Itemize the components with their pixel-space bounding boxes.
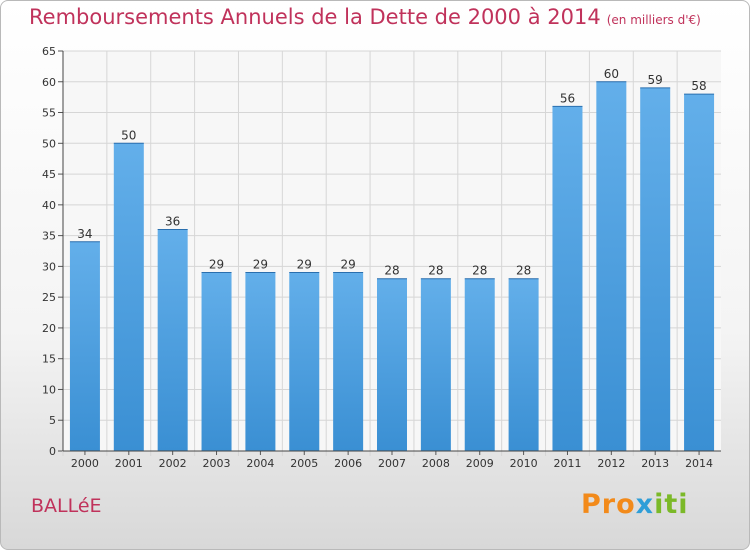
y-tick-label: 5 bbox=[49, 414, 56, 427]
x-tick-label: 2000 bbox=[71, 457, 99, 470]
y-tick-label: 20 bbox=[42, 322, 56, 335]
x-tick-label: 2010 bbox=[510, 457, 538, 470]
bar bbox=[69, 241, 100, 451]
data-label: 60 bbox=[604, 67, 619, 81]
chart-title: Remboursements Annuels de la Dette de 20… bbox=[29, 5, 701, 29]
data-label: 29 bbox=[209, 258, 224, 272]
data-label: 29 bbox=[297, 258, 312, 272]
logo-part-2: x bbox=[635, 489, 655, 520]
x-tick-label: 2003 bbox=[203, 457, 231, 470]
bar bbox=[289, 272, 320, 451]
y-tick-label: 65 bbox=[42, 45, 56, 58]
data-label: 28 bbox=[384, 264, 399, 278]
data-label: 29 bbox=[340, 258, 355, 272]
bar bbox=[420, 278, 451, 451]
x-tick-label: 2002 bbox=[159, 457, 187, 470]
x-tick-label: 2009 bbox=[466, 457, 494, 470]
bar bbox=[684, 94, 715, 452]
y-tick-label: 35 bbox=[42, 230, 56, 243]
y-tick-label: 30 bbox=[42, 260, 56, 273]
data-label: 36 bbox=[165, 214, 180, 228]
bar bbox=[640, 87, 671, 451]
y-tick-label: 40 bbox=[42, 199, 56, 212]
y-tick-label: 55 bbox=[42, 107, 56, 120]
chart-unit: (en milliers d'€) bbox=[606, 13, 701, 27]
bar bbox=[113, 143, 144, 452]
x-tick-label: 2013 bbox=[641, 457, 669, 470]
x-tick-label: 2006 bbox=[334, 457, 362, 470]
bar bbox=[157, 229, 188, 451]
bar bbox=[464, 278, 495, 451]
bar bbox=[201, 272, 232, 451]
data-label: 56 bbox=[560, 91, 575, 105]
data-label: 28 bbox=[428, 264, 443, 278]
x-tick-label: 2014 bbox=[685, 457, 713, 470]
y-tick-label: 10 bbox=[42, 383, 56, 396]
data-label: 58 bbox=[691, 79, 706, 93]
bar bbox=[377, 278, 407, 451]
logo-part-1: Pro bbox=[581, 489, 636, 520]
bar bbox=[596, 81, 627, 452]
x-tick-label: 2005 bbox=[290, 457, 318, 470]
y-tick-label: 50 bbox=[42, 137, 56, 150]
data-label: 29 bbox=[253, 258, 268, 272]
x-tick-label: 2001 bbox=[115, 457, 143, 470]
bar bbox=[333, 272, 364, 451]
data-label: 34 bbox=[77, 227, 92, 241]
data-label: 28 bbox=[516, 264, 531, 278]
data-label: 59 bbox=[648, 73, 663, 87]
x-tick-label: 2012 bbox=[597, 457, 625, 470]
x-tick-label: 2007 bbox=[378, 457, 406, 470]
x-tick-label: 2008 bbox=[422, 457, 450, 470]
logo-part-3: iti bbox=[654, 489, 689, 520]
x-tick-label: 2011 bbox=[553, 457, 581, 470]
data-label: 28 bbox=[472, 264, 487, 278]
y-tick-label: 60 bbox=[42, 76, 56, 89]
commune-name: BALLéE bbox=[31, 495, 102, 517]
bar bbox=[245, 272, 276, 451]
proxiti-logo: Proxiti bbox=[581, 489, 689, 520]
bar bbox=[552, 106, 583, 451]
y-tick-label: 0 bbox=[49, 445, 56, 458]
chart-title-text: Remboursements Annuels de la Dette de 20… bbox=[29, 5, 601, 29]
y-tick-label: 25 bbox=[42, 291, 56, 304]
bar bbox=[508, 278, 539, 451]
y-tick-label: 15 bbox=[42, 353, 56, 366]
y-tick-label: 45 bbox=[42, 168, 56, 181]
data-label: 50 bbox=[121, 128, 136, 142]
x-tick-label: 2004 bbox=[246, 457, 274, 470]
